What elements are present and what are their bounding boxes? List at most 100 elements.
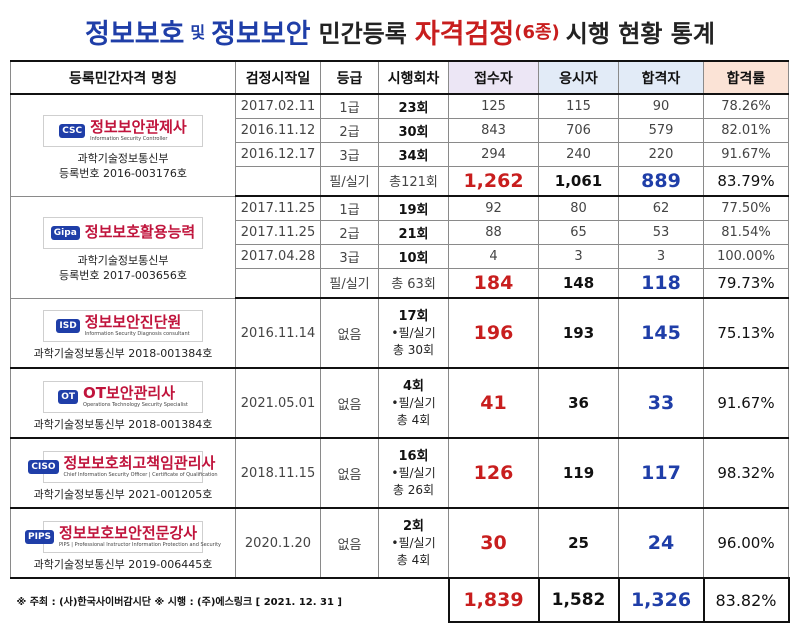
subtotal-applicants-value: 1,262 [463,169,524,192]
pass-rate-value: 77.50% [721,200,771,216]
grade-value: 1급 [339,202,360,218]
start-date-value: 2021.05.01 [240,395,316,411]
sessions-value: 19회 [398,202,429,218]
sessions-value: 30회 [398,124,429,140]
logo-subtitle: Operations Technology Security Specialis… [83,401,188,408]
start-date-value: 2017.04.28 [240,248,316,264]
certificate-name-cell: OT OT보안관리사 Operations Technology Security … [10,367,236,439]
grade-cell: 1급 [320,195,379,221]
examinees-value: 240 [566,146,591,162]
sessions-count: 16회 [398,448,429,464]
passers-cell: 220 [618,141,704,167]
grade-cell: 없음 [320,437,379,509]
examinees-value: 65 [570,224,587,240]
grade-cell: 2급 [320,117,379,143]
examinees-cell: 36 [538,367,619,439]
table-row: CSC 정보보안관제사 Information Security Controlle… [10,93,789,197]
applicants-cell: 843 [448,117,539,143]
stats-table: 등록민간자격 명칭 검정시작일 등급 시행회차 접수자 응시자 합격자 합격률 … [10,60,790,623]
sessions-cell: 10회 [378,243,449,269]
table-row: Gipa 정보보호활용능력 과학기술정보통신부 등록번호 2017-003656호 20… [10,195,789,299]
start-date-cell: 2016.11.14 [235,297,321,369]
grade-value: 3급 [339,250,360,266]
sessions-cell: 34회 [378,141,449,167]
logo-mark: PIPS [25,529,55,544]
exam-type: •필/실기 [391,325,436,340]
pass-rate-cell: 78.26% [703,93,789,119]
subtotal-passers-value: 889 [641,169,681,192]
certificate-logo: CISO 정보보호최고책임관리사 Chief Information Securit… [28,450,218,483]
passers-value: 90 [652,98,670,114]
title-part3: 민간등록 [318,19,407,48]
subtotal-examinees-value: 1,061 [554,171,603,190]
subtotal-rate-value: 83.79% [717,171,775,190]
exam-type-value: 필/실기 [329,277,370,293]
applicants-value: 92 [485,200,502,216]
sessions-value: 21회 [398,226,429,242]
passers-value: 53 [652,224,670,240]
start-date-cell: 2021.05.01 [235,367,321,439]
logo-subtitle: Chief Information Security Officer | Cer… [63,471,218,478]
grand-total-applicants-value: 1,839 [463,589,524,611]
total-sessions-value: 총121회 [389,175,438,191]
exam-type: •필/실기 [391,395,436,410]
subtotal-rate-cell: 79.73% [703,267,789,299]
examinees-value: 706 [566,122,591,138]
table-row: CISO 정보보호최고책임관리사 Chief Information Securit… [10,437,789,509]
header-start-date: 검정시작일 [235,60,321,95]
applicants-value: 4 [489,248,498,264]
pass-rate-cell: 91.67% [703,367,789,439]
start-date-value: 2017.02.11 [240,98,316,114]
logo-subtitle: PIPS | Professional Instructor Informati… [59,541,222,548]
subtotal-row: 필/실기 총 63회 184 148 118 79.73% [11,267,789,299]
start-date-value: 2017.11.25 [240,224,316,240]
certificate-logo: Gipa 정보보호활용능력 [43,217,203,249]
pass-rate-value: 96.00% [717,534,775,552]
applicants-cell: 92 [448,195,539,221]
passers-cell: 90 [618,93,704,119]
subtotal-row: 필/실기 총121회 1,262 1,061 889 83.79% [11,165,789,197]
start-date-cell: 2017.04.28 [235,243,321,269]
table-row: 2016.12.17 3급 34회 294 240 220 91.67% [11,141,789,167]
applicants-value: 88 [485,224,502,240]
sessions-count: 4회 [402,378,424,394]
passers-cell: 117 [618,437,704,509]
pass-rate-cell: 82.01% [703,117,789,143]
passers-value: 579 [648,122,674,138]
pass-rate-value: 98.32% [717,464,775,482]
logo-title: OT보안관리사 [83,383,175,402]
table-row: 2016.11.12 2급 30회 843 706 579 82.01% [11,117,789,143]
pass-rate-cell: 91.67% [703,141,789,167]
header-grade: 등급 [320,60,379,95]
logo-mark: CISO [28,459,59,474]
applicants-cell: 41 [448,367,539,439]
certificate-logo: CSC 정보보안관제사 Information Security Controlle… [43,115,203,148]
passers-value: 24 [647,532,675,554]
applicants-cell: 294 [448,141,539,167]
examinees-cell: 193 [538,297,619,369]
title-part5: (6종) [514,22,560,43]
exam-type: •필/실기 [391,535,436,550]
start-date-cell: 2016.12.17 [235,141,321,167]
applicants-cell: 196 [448,297,539,369]
exam-type-cell: 필/실기 [320,165,379,197]
table-row: PIPS 정보보호보안전문강사 PIPS | Professional Instru… [10,507,789,579]
logo-mark: OT [58,389,79,404]
title-part2: 정보보안 [211,18,311,50]
grade-value: 없음 [337,467,362,483]
certificate-logo: PIPS 정보보호보안전문강사 PIPS | Professional Instru… [25,520,221,553]
table-row: 2017.11.25 2급 21회 88 65 53 81.54% [11,219,789,245]
pass-rate-cell: 75.13% [703,297,789,369]
grade-value: 없음 [337,537,362,553]
title-part1: 정보보호 [85,18,185,50]
total-sessions-cell: 총 63회 [378,267,449,299]
table-row: OT OT보안관리사 Operations Technology Security … [10,367,789,439]
grade-value: 2급 [339,226,360,242]
sessions-value: 10회 [398,250,429,266]
examinees-cell: 240 [538,141,619,167]
grand-total-rate-value: 83.82% [715,590,777,610]
passers-cell: 33 [618,367,704,439]
logo-title: 정보보호활용능력 [84,222,196,241]
grade-cell: 3급 [320,243,379,269]
subtotal-rate-value: 79.73% [717,273,775,292]
